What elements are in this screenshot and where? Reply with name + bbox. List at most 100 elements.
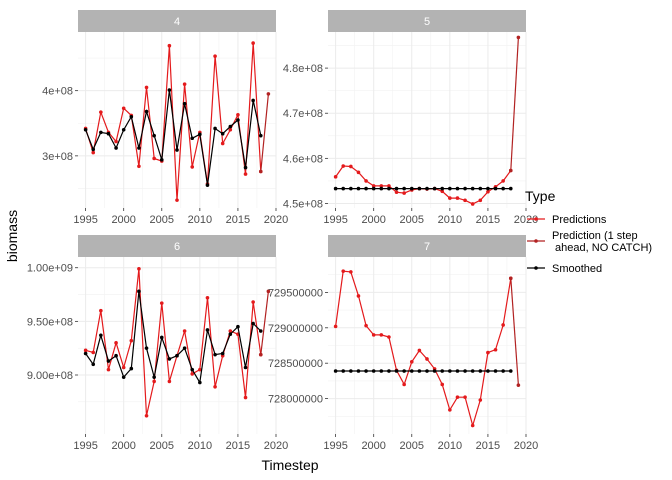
data-point-predictions (379, 184, 384, 188)
data-point-predictions (228, 127, 233, 132)
data-point-smoothed (205, 183, 210, 187)
legend-label-line: Smoothed (552, 263, 602, 275)
data-point-predictions (91, 350, 96, 355)
legend-label-line: Predictions (552, 214, 607, 226)
data-point-smoothed (258, 329, 263, 333)
x-axis-title: Timestep (261, 457, 318, 473)
data-point-smoothed (198, 380, 202, 385)
data-point-prediction1 (516, 35, 521, 40)
data-point-predictions (333, 324, 338, 329)
data-point-smoothed (486, 186, 490, 191)
data-point-predictions (501, 323, 505, 327)
data-point-smoothed (236, 324, 240, 329)
legend-label: Smoothed (552, 263, 602, 275)
x-tick-label: 2010 (438, 214, 462, 226)
data-point-predictions (251, 41, 255, 45)
data-point-smoothed (137, 146, 141, 150)
data-point-predictions (501, 179, 505, 183)
y-tick-label: 4.5e+08 (283, 198, 323, 210)
data-point-smoothed (493, 186, 498, 191)
data-point-smoothed (228, 332, 233, 337)
data-point-smoothed (228, 124, 233, 129)
data-point-predictions (463, 395, 467, 399)
data-point-predictions (387, 335, 391, 339)
legend-label: Prediction (1 step ahead, NO CATCH) (552, 230, 652, 254)
data-point-predictions (387, 184, 391, 188)
y-tick-label: 9.00e+08 (27, 370, 73, 382)
data-point-predictions (371, 333, 376, 337)
data-point-smoothed (152, 133, 156, 138)
legend-label-line: ahead, NO CATCH) (552, 242, 652, 254)
data-point-smoothed (198, 132, 202, 137)
data-point-smoothed (371, 369, 376, 373)
data-point-smoothed (387, 186, 391, 191)
data-point-smoothed (106, 359, 111, 363)
data-point-smoothed (356, 186, 361, 191)
x-tick-label: 2005 (150, 214, 174, 226)
x-tick-label: 2015 (226, 440, 250, 452)
data-point-smoothed (402, 369, 406, 373)
data-point-smoothed (175, 353, 179, 358)
data-point-smoothed (417, 369, 422, 373)
data-point-smoothed (440, 369, 445, 373)
data-point-predictions (251, 300, 255, 304)
data-point-predictions (114, 341, 118, 345)
data-point-predictions (167, 379, 172, 384)
data-point-smoothed (432, 186, 437, 191)
data-point-smoothed (432, 369, 437, 373)
data-point-smoothed (99, 130, 103, 135)
data-point-predictions (243, 395, 248, 400)
facet-strip (78, 235, 276, 257)
data-point-smoothed (349, 369, 353, 373)
data-point-predictions (205, 295, 210, 300)
data-point-smoothed (409, 186, 414, 191)
data-point-smoothed (167, 88, 172, 92)
data-point-predictions (144, 413, 149, 418)
data-point-prediction1 (258, 169, 263, 174)
data-point-predictions (333, 175, 338, 179)
data-point-smoothed (190, 367, 195, 372)
y-tick-label: 9.50e+08 (27, 316, 73, 328)
x-tick-label: 2020 (514, 440, 538, 452)
data-point-smoothed (190, 136, 195, 141)
panel-6: 6 1995 2000 2005 2010 2015 2020 9.00e+08 9.50e+0… (27, 235, 288, 452)
x-tick-label: 2020 (514, 214, 538, 226)
y-tick-label: 4e+08 (42, 86, 73, 98)
data-point-smoothed (251, 98, 255, 103)
data-point-predictions (470, 202, 475, 206)
legend-label: Predictions (552, 214, 607, 226)
data-point-smoothed (409, 369, 414, 373)
data-point-predictions (114, 139, 118, 144)
data-point-smoothed (333, 369, 338, 373)
data-point-predictions (213, 54, 217, 58)
data-point-prediction1 (258, 352, 263, 357)
data-point-predictions (470, 423, 475, 428)
data-point-smoothed (99, 333, 103, 338)
data-point-predictions (167, 43, 172, 48)
data-point-smoothed (83, 127, 88, 132)
data-point-predictions (364, 323, 368, 328)
data-point-predictions (175, 198, 179, 202)
series-line-prediction1 (260, 291, 269, 355)
data-point-smoothed (341, 369, 346, 373)
legend-key-point (534, 217, 538, 221)
facet-strip (78, 10, 276, 32)
data-point-predictions (478, 198, 483, 203)
x-tick-label: 2000 (361, 214, 385, 226)
y-tick-label: 4.7e+08 (283, 108, 323, 120)
legend-key-point (534, 266, 538, 270)
data-point-predictions (341, 269, 346, 273)
data-point-smoothed (91, 362, 96, 367)
data-point-smoothed (243, 165, 248, 170)
data-point-smoothed (106, 131, 111, 136)
data-point-smoothed (182, 101, 187, 106)
x-tick-label: 2015 (226, 214, 250, 226)
data-point-smoothed (333, 186, 338, 191)
data-point-smoothed (402, 186, 406, 191)
facet-strip-label: 6 (174, 241, 180, 253)
panel-7: 7 1995 2000 2005 2010 2015 2020 728000000 728500… (268, 235, 538, 452)
data-point-predictions (425, 357, 429, 361)
x-tick-label: 2015 (476, 214, 500, 226)
data-point-predictions (182, 329, 187, 333)
